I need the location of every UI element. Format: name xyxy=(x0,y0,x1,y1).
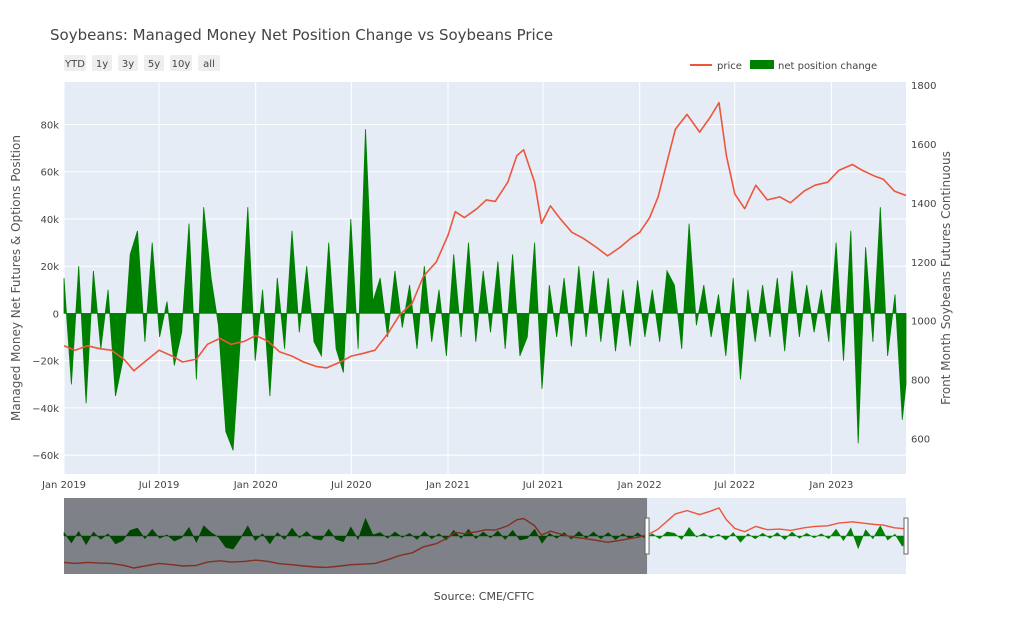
legend-label-net-position: net position change xyxy=(778,61,877,72)
source-note: Source: CME/CFTC xyxy=(434,590,535,603)
range-slider[interactable] xyxy=(63,498,909,574)
y-left-tick-label: 0 xyxy=(53,309,59,320)
price-series xyxy=(63,101,907,372)
range-button-bg[interactable] xyxy=(118,55,138,71)
range-button-bg[interactable] xyxy=(64,55,86,71)
range-button-all[interactable]: all xyxy=(198,55,220,71)
range-button-5y[interactable]: 5y xyxy=(144,55,164,71)
range-button-bg[interactable] xyxy=(198,55,220,71)
x-tick-label: Jul 2021 xyxy=(522,480,564,491)
y-right-tick-label: 1800 xyxy=(911,81,936,92)
x-tick-label: Jul 2019 xyxy=(138,480,180,491)
y-axis-right-ticks: 1800 1600 1400 1200 1000 800 600 xyxy=(911,81,936,446)
x-tick-label: Jan 2019 xyxy=(41,480,86,491)
range-button-bg[interactable] xyxy=(92,55,112,71)
y-left-tick-label: −60k xyxy=(32,451,59,462)
y-left-tick-label: −20k xyxy=(32,357,59,368)
legend-label-price: price xyxy=(717,61,742,72)
y-left-tick-label: 20k xyxy=(40,262,59,273)
y-left-tick-label: 60k xyxy=(40,168,59,179)
x-tick-label: Jul 2020 xyxy=(330,480,372,491)
net-position-change-series xyxy=(63,129,907,451)
y-right-tick-label: 1400 xyxy=(911,199,936,210)
range-slider-net-position xyxy=(63,517,907,550)
range-button-label[interactable]: 5y xyxy=(148,59,160,70)
y-right-tick-label: 600 xyxy=(911,435,930,446)
range-slider-left-handle[interactable] xyxy=(644,517,650,555)
range-button-label[interactable]: YTD xyxy=(64,59,85,70)
x-tick-label: Jan 2023 xyxy=(808,480,853,491)
legend-item-net-position-change[interactable]: net position change xyxy=(750,60,877,72)
chart-title: Soybeans: Managed Money Net Position Cha… xyxy=(50,26,553,44)
x-tick-label: Jan 2021 xyxy=(425,480,470,491)
y-right-tick-label: 800 xyxy=(911,376,930,387)
range-button-label[interactable]: 3y xyxy=(122,59,134,70)
range-button-bg[interactable] xyxy=(144,55,164,71)
y-right-tick-label: 1000 xyxy=(911,317,936,328)
range-slider-mask xyxy=(64,498,648,574)
legend-swatch-net-position xyxy=(750,60,774,69)
y-left-tick-label: 40k xyxy=(40,215,59,226)
y-left-tick-label: −40k xyxy=(32,404,59,415)
legend[interactable]: price net position change xyxy=(690,60,877,72)
x-axis-ticks: Jan 2019 Jul 2019 Jan 2020 Jul 2020 Jan 2021… xyxy=(41,480,853,491)
y-axis-left-ticks: 80k 60k 40k 20k 0 −20k −40k −60k xyxy=(32,121,59,463)
range-slider-price xyxy=(63,507,907,569)
range-button-label[interactable]: 10y xyxy=(172,59,191,70)
y-axis-left-title: Managed Money Net Futures & Options Posi… xyxy=(9,135,23,421)
y-left-tick-label: 80k xyxy=(40,121,59,132)
range-selector[interactable]: YTD 1y 3y 5y 10y all xyxy=(64,55,220,71)
legend-item-price[interactable]: price xyxy=(690,61,742,72)
y-right-tick-label: 1200 xyxy=(911,258,936,269)
range-button-bg[interactable] xyxy=(170,55,192,71)
price-line xyxy=(63,101,907,372)
net-position-area xyxy=(63,129,907,451)
range-button-label[interactable]: 1y xyxy=(96,59,108,70)
range-button-10y[interactable]: 10y xyxy=(170,55,192,71)
range-button-3y[interactable]: 3y xyxy=(118,55,138,71)
y-axis-right-title: Front Month Soybeans Futures Continuous xyxy=(939,151,953,405)
range-slider-right-handle[interactable] xyxy=(903,517,909,555)
x-tick-label: Jan 2020 xyxy=(233,480,278,491)
x-tick-label: Jan 2022 xyxy=(617,480,662,491)
y-right-tick-label: 1600 xyxy=(911,140,936,151)
range-button-label[interactable]: all xyxy=(203,59,215,70)
range-button-ytd[interactable]: YTD xyxy=(64,55,86,71)
range-button-1y[interactable]: 1y xyxy=(92,55,112,71)
x-tick-label: Jul 2022 xyxy=(713,480,755,491)
